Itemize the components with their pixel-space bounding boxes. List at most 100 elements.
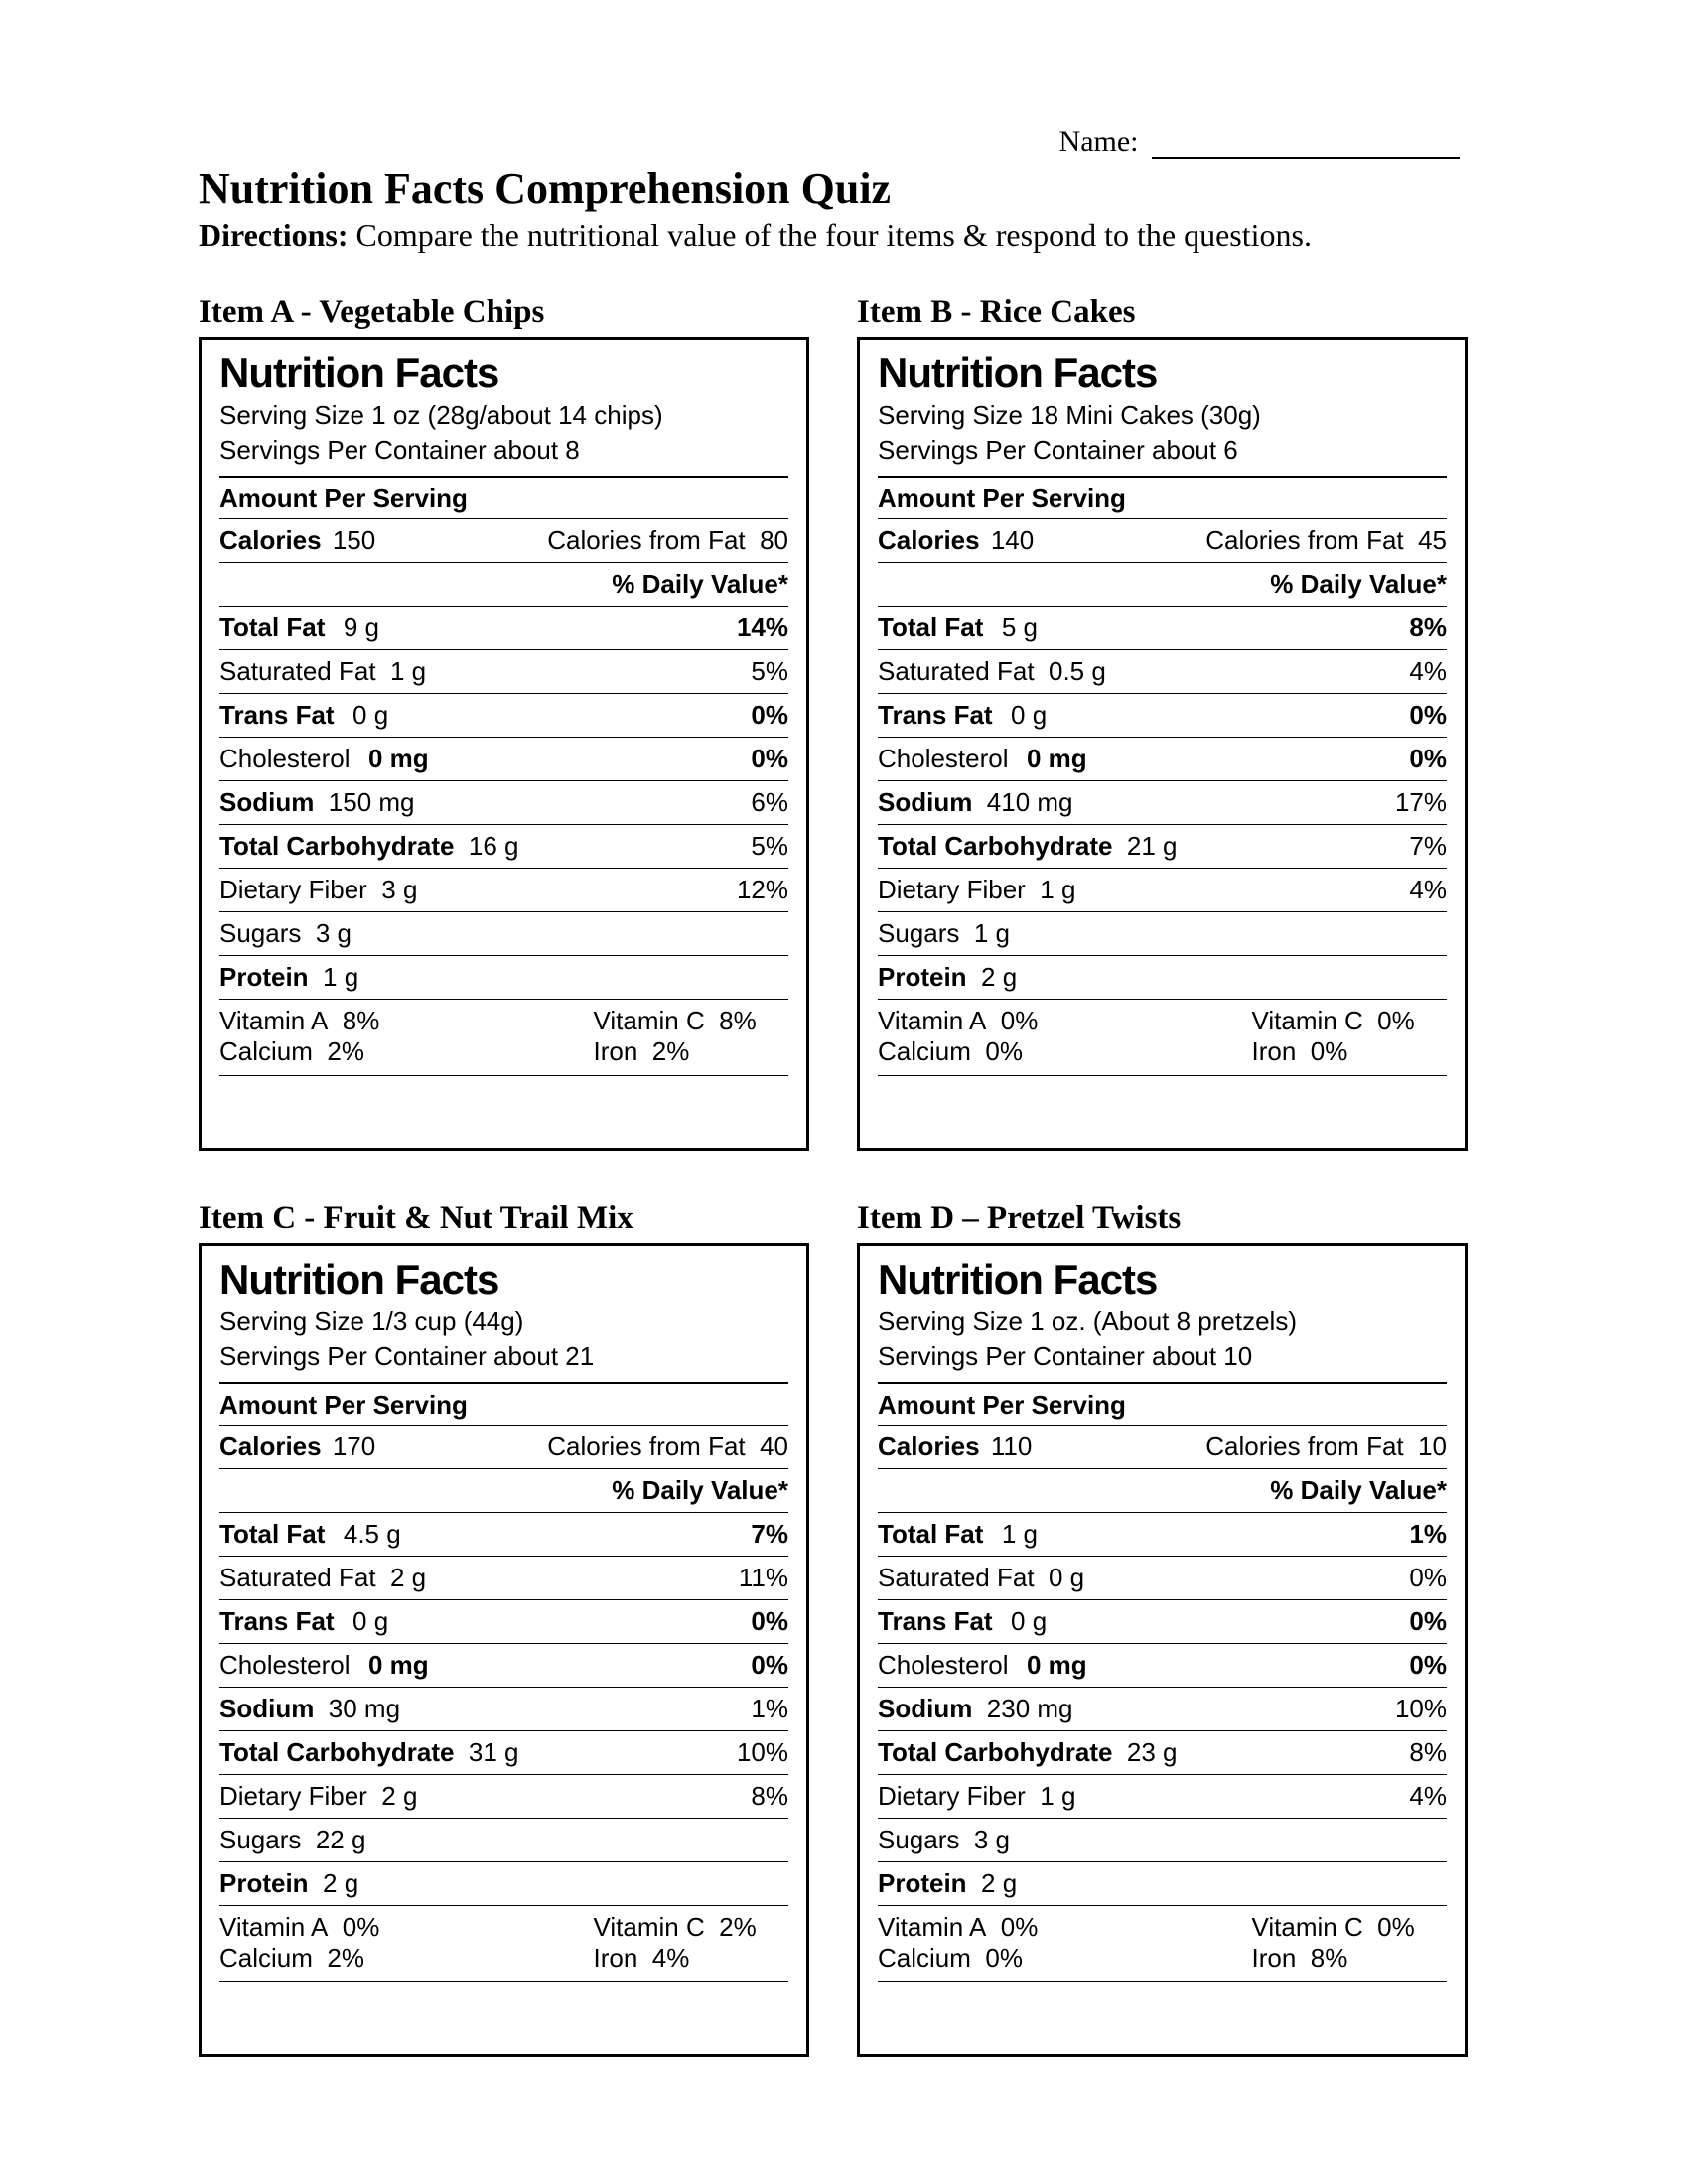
separator	[219, 1075, 788, 1076]
total-fat-row: Total Fat 9 g 14%	[219, 606, 788, 649]
serving-size: Serving Size 1/3 cup (44g)	[219, 1305, 788, 1338]
servings-per-container: Servings Per Container about 10	[878, 1340, 1447, 1373]
total-carb-row: Total Carbohydrate 23 g 8%	[878, 1730, 1447, 1774]
dv-header: % Daily Value*	[219, 1468, 788, 1512]
sodium-row: Sodium 410 mg 17%	[878, 780, 1447, 824]
fiber-row: Dietary Fiber 2 g 8%	[219, 1774, 788, 1818]
calories-row: Calories 140 Calories from Fat 45	[878, 518, 1447, 562]
calcium: Calcium 2%	[219, 1036, 504, 1067]
calories-row: Calories 170 Calories from Fat 40	[219, 1425, 788, 1468]
fiber-row: Dietary Fiber 3 g 12%	[219, 868, 788, 911]
sugars-row: Sugars 3 g	[878, 1818, 1447, 1861]
amount-per-serving: Amount Per Serving	[219, 478, 788, 518]
fiber-row: Dietary Fiber 1 g 4%	[878, 868, 1447, 911]
amount-per-serving: Amount Per Serving	[878, 1384, 1447, 1425]
sat-fat-row: Saturated Fat 0.5 g 4%	[878, 649, 1447, 693]
items-grid: Item A - Vegetable Chips Nutrition Facts…	[199, 294, 1499, 2057]
trans-fat-row: Trans Fat 0 g 0%	[878, 1599, 1447, 1643]
sodium-row: Sodium 230 mg 10%	[878, 1687, 1447, 1730]
sodium-row: Sodium 30 mg 1%	[219, 1687, 788, 1730]
fiber-row: Dietary Fiber 1 g 4%	[878, 1774, 1447, 1818]
item-title: Item D – Pretzel Twists	[857, 1200, 1468, 1237]
sugars-row: Sugars 22 g	[219, 1818, 788, 1861]
total-carb-row: Total Carbohydrate 31 g 10%	[219, 1730, 788, 1774]
sugars-row: Sugars 1 g	[878, 911, 1447, 955]
page: Name: Nutrition Facts Comprehension Quiz…	[0, 0, 1688, 2184]
serving-size: Serving Size 1 oz (28g/about 14 chips)	[219, 399, 788, 432]
protein-row: Protein 2 g	[878, 1861, 1447, 1905]
dv-header: % Daily Value*	[878, 1468, 1447, 1512]
item-title: Item A - Vegetable Chips	[199, 294, 809, 331]
vitamin-c: Vitamin C 2%	[504, 1912, 789, 1943]
protein-row: Protein 2 g	[219, 1861, 788, 1905]
amount-per-serving: Amount Per Serving	[878, 478, 1447, 518]
total-fat-row: Total Fat 5 g 8%	[878, 606, 1447, 649]
iron: Iron 4%	[504, 1943, 789, 1974]
total-fat-row: Total Fat 4.5 g 7%	[219, 1512, 788, 1556]
iron: Iron 2%	[504, 1036, 789, 1067]
separator	[219, 1981, 788, 1982]
protein-row: Protein 2 g	[878, 955, 1447, 999]
directions: Directions: Compare the nutritional valu…	[199, 217, 1499, 254]
nf-heading: Nutrition Facts	[878, 349, 1447, 397]
vitamins: Vitamin A 0% Vitamin C 2% Calcium 2% Iro…	[219, 1905, 788, 1974]
separator	[878, 1981, 1447, 1982]
sat-fat-row: Saturated Fat 1 g 5%	[219, 649, 788, 693]
sodium-row: Sodium 150 mg 6%	[219, 780, 788, 824]
trans-fat-row: Trans Fat 0 g 0%	[219, 1599, 788, 1643]
directions-text: Compare the nutritional value of the fou…	[355, 217, 1311, 253]
dv-header: % Daily Value*	[219, 562, 788, 606]
sugars-row: Sugars 3 g	[219, 911, 788, 955]
dv-header: % Daily Value*	[878, 562, 1447, 606]
serving-size: Serving Size 1 oz. (About 8 pretzels)	[878, 1305, 1447, 1338]
directions-label: Directions:	[199, 217, 348, 253]
cholesterol-row: Cholesterol 0 mg 0%	[219, 737, 788, 780]
item-block: Item B - Rice Cakes Nutrition Facts Serv…	[857, 294, 1468, 1151]
sat-fat-row: Saturated Fat 0 g 0%	[878, 1556, 1447, 1599]
name-label: Name:	[1059, 125, 1139, 158]
nf-heading: Nutrition Facts	[878, 1256, 1447, 1303]
calories-row: Calories 150 Calories from Fat 80	[219, 518, 788, 562]
calcium: Calcium 0%	[878, 1036, 1163, 1067]
item-block: Item C - Fruit & Nut Trail Mix Nutrition…	[199, 1200, 809, 2057]
total-carb-row: Total Carbohydrate 21 g 7%	[878, 824, 1447, 868]
nutrition-panel: Nutrition Facts Serving Size 1 oz (28g/a…	[199, 337, 809, 1151]
vitamin-c: Vitamin C 8%	[504, 1006, 789, 1036]
cholesterol-row: Cholesterol 0 mg 0%	[219, 1643, 788, 1687]
sat-fat-row: Saturated Fat 2 g 11%	[219, 1556, 788, 1599]
calcium: Calcium 2%	[219, 1943, 504, 1974]
name-field: Name:	[1059, 125, 1460, 159]
item-block: Item D – Pretzel Twists Nutrition Facts …	[857, 1200, 1468, 2057]
vitamin-a: Vitamin A 8%	[219, 1006, 504, 1036]
vitamin-a: Vitamin A 0%	[878, 1912, 1163, 1943]
cholesterol-row: Cholesterol 0 mg 0%	[878, 737, 1447, 780]
vitamin-c: Vitamin C 0%	[1163, 1912, 1448, 1943]
item-title: Item B - Rice Cakes	[857, 294, 1468, 331]
calories-row: Calories 110 Calories from Fat 10	[878, 1425, 1447, 1468]
protein-row: Protein 1 g	[219, 955, 788, 999]
nutrition-panel: Nutrition Facts Serving Size 1 oz. (Abou…	[857, 1243, 1468, 2057]
total-fat-row: Total Fat 1 g 1%	[878, 1512, 1447, 1556]
cholesterol-row: Cholesterol 0 mg 0%	[878, 1643, 1447, 1687]
iron: Iron 8%	[1163, 1943, 1448, 1974]
vitamin-a: Vitamin A 0%	[878, 1006, 1163, 1036]
calcium: Calcium 0%	[878, 1943, 1163, 1974]
separator	[878, 1075, 1447, 1076]
vitamin-c: Vitamin C 0%	[1163, 1006, 1448, 1036]
vitamin-a: Vitamin A 0%	[219, 1912, 504, 1943]
trans-fat-row: Trans Fat 0 g 0%	[219, 693, 788, 737]
trans-fat-row: Trans Fat 0 g 0%	[878, 693, 1447, 737]
servings-per-container: Servings Per Container about 21	[219, 1340, 788, 1373]
nutrition-panel: Nutrition Facts Serving Size 1/3 cup (44…	[199, 1243, 809, 2057]
name-underline[interactable]	[1152, 157, 1460, 159]
nutrition-panel: Nutrition Facts Serving Size 18 Mini Cak…	[857, 337, 1468, 1151]
servings-per-container: Servings Per Container about 6	[878, 434, 1447, 467]
item-block: Item A - Vegetable Chips Nutrition Facts…	[199, 294, 809, 1151]
page-title: Nutrition Facts Comprehension Quiz	[199, 163, 1499, 213]
item-title: Item C - Fruit & Nut Trail Mix	[199, 1200, 809, 1237]
vitamins: Vitamin A 8% Vitamin C 8% Calcium 2% Iro…	[219, 999, 788, 1067]
vitamins: Vitamin A 0% Vitamin C 0% Calcium 0% Iro…	[878, 1905, 1447, 1974]
amount-per-serving: Amount Per Serving	[219, 1384, 788, 1425]
serving-size: Serving Size 18 Mini Cakes (30g)	[878, 399, 1447, 432]
nf-heading: Nutrition Facts	[219, 1256, 788, 1303]
